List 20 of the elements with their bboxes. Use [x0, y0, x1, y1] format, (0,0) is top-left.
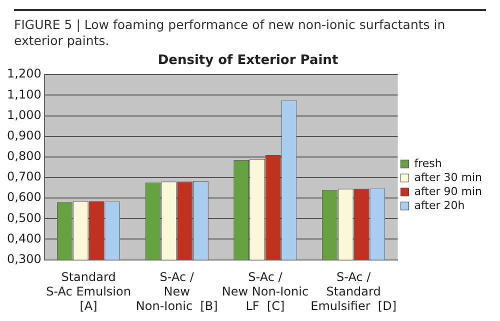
y-tick-label: 0,900	[6, 128, 42, 142]
x-tick-label: S-Ac / Standard Emulsifier [D]	[310, 270, 397, 313]
y-tick-label: 0,400	[6, 231, 42, 246]
legend-label: after 20h	[414, 198, 465, 212]
x-tick-label: S-Ac / New Non-Ionic [B]	[136, 270, 218, 313]
x-tick-label: S-Ac / New Non-Ionic LF [C]	[222, 270, 309, 313]
x-tick-label: Standard S-Ac Emulsion [A]	[46, 270, 131, 313]
y-tick-label: 1,200	[6, 66, 42, 81]
y-tick-label: 0,700	[6, 170, 42, 184]
chart-title: Density of Exterior Paint	[158, 53, 338, 68]
y-tick-label: 1,000	[6, 108, 42, 122]
legend-label: fresh	[414, 156, 442, 170]
y-tick-label: 0,600	[6, 190, 42, 204]
legend-label: after 90 min	[414, 184, 482, 198]
y-tick-label: 0,500	[6, 210, 42, 225]
caption: FIGURE 5 | Low foaming performance of new non-ionic surfactants in exterior paints.	[14, 17, 446, 50]
y-tick-label: 0,300	[6, 252, 42, 266]
y-tick-label: 0,800	[6, 149, 42, 164]
y-tick-label: 1,100	[6, 87, 42, 102]
legend-label: after 30 min	[414, 170, 482, 184]
